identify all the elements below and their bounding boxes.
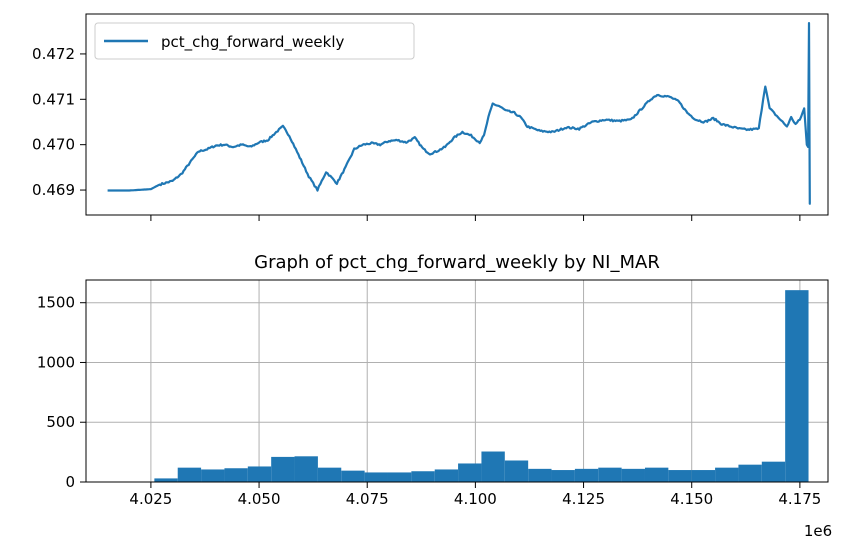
legend-label: pct_chg_forward_weekly	[161, 33, 345, 52]
legend: pct_chg_forward_weekly	[94, 22, 415, 60]
histogram-plot-area	[86, 280, 828, 482]
histogram-bar	[317, 467, 342, 482]
line-chart-y-axis: 0.469 0.470 0.471 0.472	[32, 45, 86, 199]
histogram-bar	[247, 466, 272, 482]
y-tick-label: 0.469	[32, 181, 75, 199]
histogram-bar	[715, 467, 739, 482]
line-chart-frame	[85, 13, 829, 216]
x-tick-label: 4.100	[454, 490, 497, 508]
histogram-bar	[528, 468, 552, 482]
histogram-bar	[598, 467, 622, 482]
histogram-chart: Graph of pct_chg_forward_weekly by NI_MA…	[37, 252, 832, 540]
y-tick-label: 0.471	[32, 90, 75, 108]
histogram-bar	[738, 464, 762, 482]
histogram-bars	[154, 290, 809, 482]
histogram-bar	[154, 478, 178, 482]
legend-box	[94, 22, 415, 60]
x-tick-label: 4.025	[129, 490, 172, 508]
histogram-bar	[364, 472, 388, 482]
y-tick-label: 500	[46, 413, 75, 431]
histogram-bar	[411, 471, 435, 482]
histogram-bar	[761, 461, 786, 482]
x-axis-offset-label: 1e6	[804, 522, 832, 540]
y-tick-label: 1500	[37, 294, 75, 312]
y-tick-label: 1000	[37, 353, 75, 371]
histogram-x-axis: 4.025 4.050 4.075 4.100 4.125 4.150 4.175	[129, 482, 821, 508]
histogram-bar	[504, 460, 529, 482]
x-tick-label: 4.125	[562, 490, 605, 508]
histogram-bar	[177, 467, 202, 482]
histogram-bar	[551, 470, 575, 482]
histogram-bar	[574, 468, 599, 482]
histogram-bar	[341, 470, 365, 482]
histogram-bar	[691, 470, 716, 482]
y-tick-label: 0	[65, 473, 75, 491]
y-tick-label: 0.470	[32, 136, 75, 154]
line-chart-series	[107, 22, 811, 205]
histogram-title: Graph of pct_chg_forward_weekly by NI_MA…	[254, 252, 660, 273]
x-tick-label: 4.075	[346, 490, 389, 508]
line-chart: 0.469 0.470 0.471 0.472 pct_chg_forward_wee…	[32, 13, 829, 221]
histogram-bar	[201, 469, 225, 482]
x-tick-label: 4.150	[670, 490, 713, 508]
y-tick-label: 0.472	[32, 45, 75, 63]
histogram-y-axis: 0 500 1000 1500	[37, 294, 86, 491]
line-chart-x-axis	[150, 215, 801, 221]
histogram-bar	[294, 456, 318, 482]
histogram-bar	[481, 451, 505, 482]
histogram-bar	[644, 467, 669, 482]
histogram-frame	[85, 279, 829, 483]
histogram-bar	[458, 463, 482, 482]
histogram-bar	[785, 290, 809, 482]
histogram-bar	[434, 469, 459, 482]
histogram-bar	[224, 468, 248, 482]
x-tick-label: 4.050	[238, 490, 281, 508]
x-tick-label: 4.175	[778, 490, 821, 508]
series-line	[107, 22, 811, 205]
histogram-bar	[387, 472, 412, 482]
histogram-bar	[271, 456, 295, 482]
histogram-bar	[668, 470, 692, 482]
histogram-bar	[621, 468, 645, 482]
